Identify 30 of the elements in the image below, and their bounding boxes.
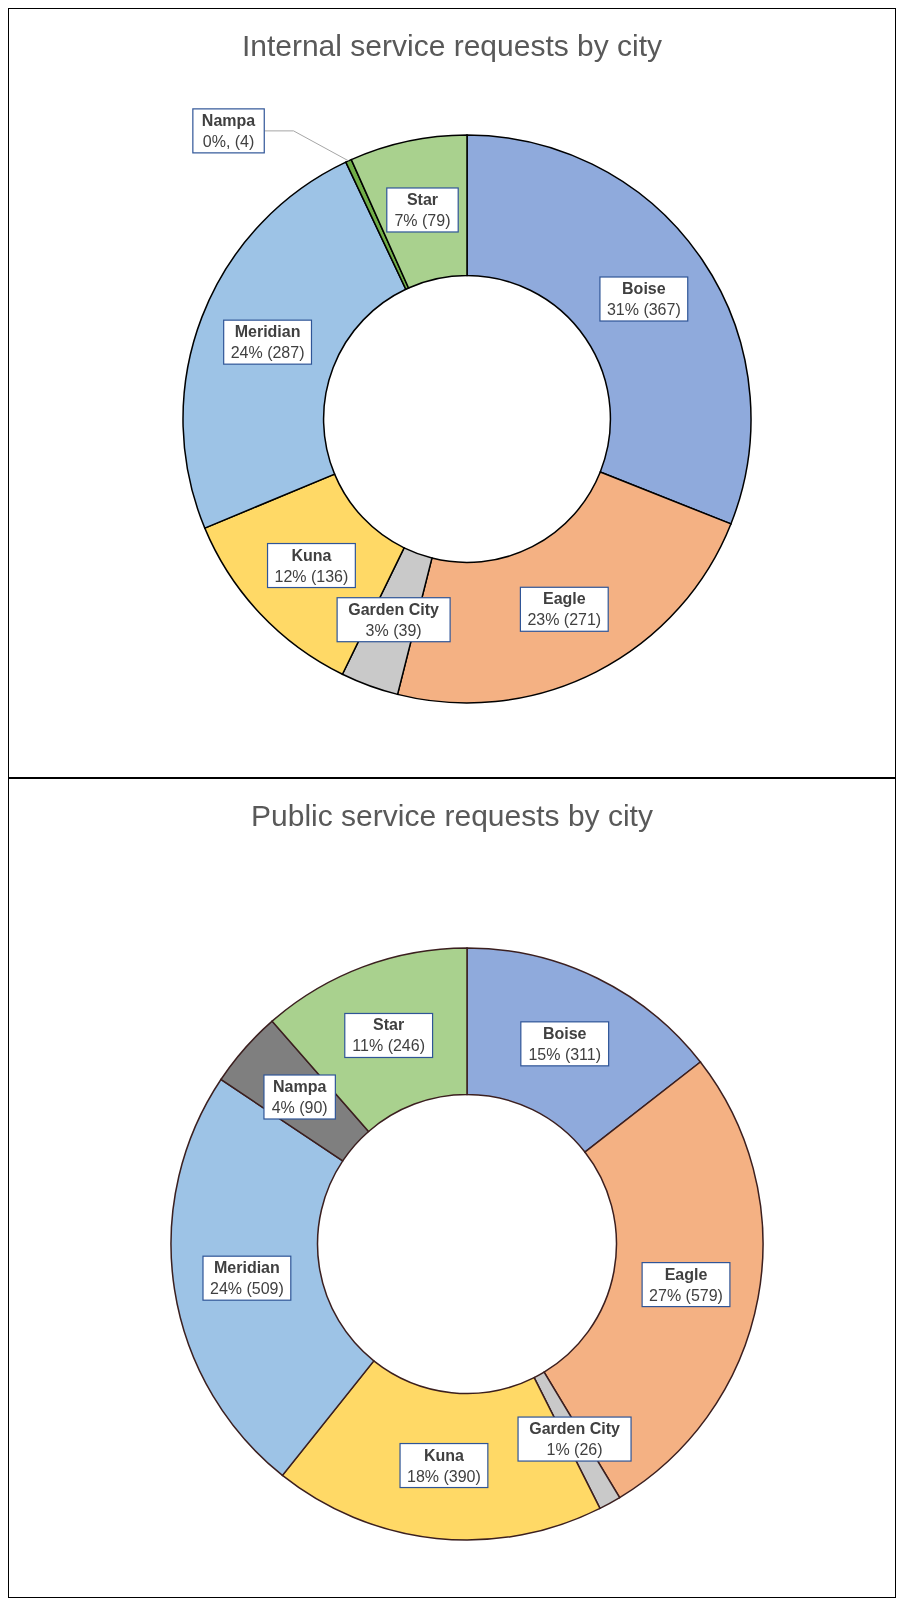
data-label: 7% (79) [394, 211, 451, 229]
data-label: 23% (271) [527, 611, 602, 629]
slice-label: Star [406, 190, 439, 208]
data-label: 18% (390) [407, 1467, 481, 1485]
data-label: 24% (509) [209, 1280, 284, 1298]
data-label: 1% (26) [546, 1441, 603, 1459]
data-label: 15% (311) [528, 1045, 602, 1063]
data-label: 12% (136) [274, 567, 349, 585]
data-label: 3% (39) [365, 621, 422, 639]
slice-label: Nampa [272, 1078, 327, 1095]
slice-label: Eagle [664, 1265, 708, 1283]
chart-title: Internal service requests by city [240, 29, 664, 63]
slice-label: Star [373, 1016, 405, 1034]
data-label: 11% (246) [352, 1037, 425, 1055]
data-label: 27% (579) [649, 1286, 723, 1304]
slice-label: Eagle [542, 590, 586, 608]
slice-label: Boise [622, 280, 666, 297]
data-label: 24% (287) [230, 344, 305, 362]
slice-label: Boise [542, 1024, 587, 1042]
data-label: 4% (90) [271, 1099, 328, 1116]
slice-label: Kuna [291, 546, 332, 564]
slice-label: Garden City [348, 600, 440, 618]
chart-title: Public service requests by city [250, 799, 654, 833]
slice-label: Nampa [201, 111, 256, 129]
data-label: 0%, (4) [202, 132, 255, 150]
data-label: 31% (367) [606, 301, 681, 318]
slice-label: Kuna [423, 1446, 465, 1464]
slice-label: Garden City [529, 1420, 620, 1438]
slice-label: Meridian [214, 1259, 280, 1277]
slice-label: Meridian [234, 323, 301, 341]
